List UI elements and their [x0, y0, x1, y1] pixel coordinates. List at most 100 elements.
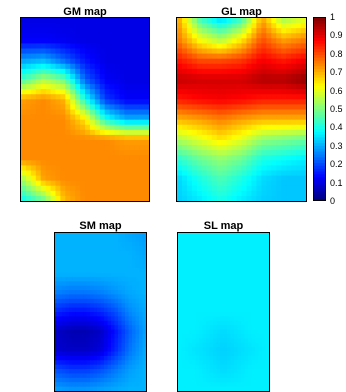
- gl-map-cell: [241, 94, 248, 100]
- sm-map-cell: [79, 246, 84, 252]
- sl-map-cell: [216, 259, 221, 265]
- sl-map-cell: [188, 355, 193, 361]
- gl-map-cell: [276, 145, 282, 151]
- sl-map-cell: [181, 307, 186, 313]
- sl-map-cell: [188, 347, 193, 353]
- sl-map-cell: [219, 364, 225, 370]
- sm-map-cell: [90, 294, 95, 300]
- gm-map-cell: [94, 48, 101, 55]
- gl-map-cell: [281, 94, 287, 100]
- sl-map-cell: [244, 237, 249, 243]
- gl-map-cell: [251, 195, 257, 201]
- gl-map-cell: [281, 109, 287, 116]
- gl-map-cell: [191, 170, 198, 177]
- gm-map-cell: [109, 180, 116, 187]
- gl-map-cell: [291, 84, 297, 90]
- sm-map-cell: [139, 329, 144, 335]
- sl-map-cell: [202, 333, 207, 339]
- sm-map-cell: [93, 329, 98, 335]
- sl-map-cell: [181, 254, 186, 260]
- gm-map-cell: [89, 134, 96, 141]
- gm-map-cell: [25, 129, 32, 136]
- gl-map-cell: [261, 124, 267, 131]
- gl-map-cell: [296, 150, 302, 156]
- sm-map-cell: [117, 268, 123, 274]
- gm-map-cell: [60, 48, 66, 55]
- gm-map-cell: [104, 94, 111, 100]
- gl-map-cell: [236, 79, 243, 85]
- gm-map-cell: [35, 190, 42, 197]
- sl-map-cell: [258, 355, 263, 361]
- gl-map-cell: [216, 165, 223, 172]
- sm-map-cell: [55, 355, 60, 361]
- sm-map-cell: [100, 333, 105, 339]
- gl-map-cell: [231, 73, 238, 80]
- sm-map-cell: [107, 382, 112, 388]
- gl-map-cell: [206, 155, 213, 161]
- gl-map-cell: [181, 114, 188, 121]
- gm-map-cell: [25, 18, 32, 24]
- sl-map-cell: [254, 246, 260, 252]
- sm-map-title: SM map: [79, 220, 122, 232]
- sm-map-cell: [107, 351, 112, 357]
- gm-map-cell: [99, 124, 106, 131]
- sm-map-cell: [139, 316, 144, 322]
- sm-map-cell: [128, 347, 133, 353]
- gm-map-cell: [109, 170, 116, 177]
- sm-map-cell: [121, 338, 126, 344]
- gl-map-cell: [177, 155, 183, 161]
- gl-map-cell: [286, 190, 292, 197]
- sl-map-cell: [258, 342, 263, 348]
- sm-map-cell: [55, 342, 60, 348]
- sl-map-cell: [251, 347, 256, 353]
- gm-map-cell: [129, 94, 135, 100]
- gl-map-cell: [221, 58, 228, 65]
- sl-map-cell: [184, 338, 190, 344]
- sl-map-cell: [219, 246, 225, 252]
- gm-map-cell: [45, 160, 52, 167]
- gl-map-cell: [177, 23, 183, 29]
- gm-map-cell: [119, 185, 125, 192]
- gl-map-cell: [226, 129, 233, 136]
- gl-map-cell: [241, 53, 248, 60]
- sm-map-cell: [79, 316, 84, 322]
- gl-map-cell: [226, 150, 233, 156]
- gl-map-cell: [296, 155, 302, 161]
- sl-map-cell: [213, 382, 218, 388]
- gl-map-cell: [291, 43, 297, 50]
- sm-map-cell: [139, 254, 144, 260]
- gl-map-cell: [216, 185, 223, 192]
- colorbar-segment: [314, 54, 325, 59]
- sm-map-cell: [104, 320, 109, 326]
- gm-map-cell: [60, 124, 66, 131]
- sm-map-cell: [100, 364, 105, 370]
- gl-map-cell: [236, 165, 243, 172]
- gm-map-cell: [144, 28, 149, 34]
- gl-map-cell: [211, 134, 218, 141]
- gm-map-cell: [134, 84, 140, 90]
- gm-map-cell: [119, 18, 125, 24]
- colorbar-segment: [314, 77, 325, 82]
- gl-map-heatmap: [177, 18, 306, 201]
- sm-map-cell: [93, 254, 98, 260]
- gm-map-cell: [40, 58, 47, 65]
- sm-map-cell: [93, 272, 98, 278]
- gl-map-cell: [291, 23, 297, 29]
- gl-map-cell: [226, 170, 233, 177]
- gm-map-cell: [139, 84, 145, 90]
- gm-map-cell: [134, 79, 140, 85]
- gm-map-cell: [80, 84, 86, 90]
- gm-map-cell: [99, 84, 106, 90]
- gl-map-cell: [256, 48, 262, 55]
- sl-map-cell: [198, 347, 204, 353]
- gm-map-cell: [21, 79, 27, 85]
- gl-map-cell: [276, 89, 282, 95]
- colorbar-tick-label: 0.1: [330, 177, 343, 188]
- gl-map-cell: [221, 185, 228, 192]
- sl-map-cell: [195, 373, 200, 379]
- gl-map-cell: [301, 170, 306, 177]
- sm-map-cell: [104, 369, 109, 375]
- gl-map-cell: [226, 79, 233, 85]
- gm-map-cell: [99, 104, 106, 111]
- gm-map-cell: [55, 53, 61, 60]
